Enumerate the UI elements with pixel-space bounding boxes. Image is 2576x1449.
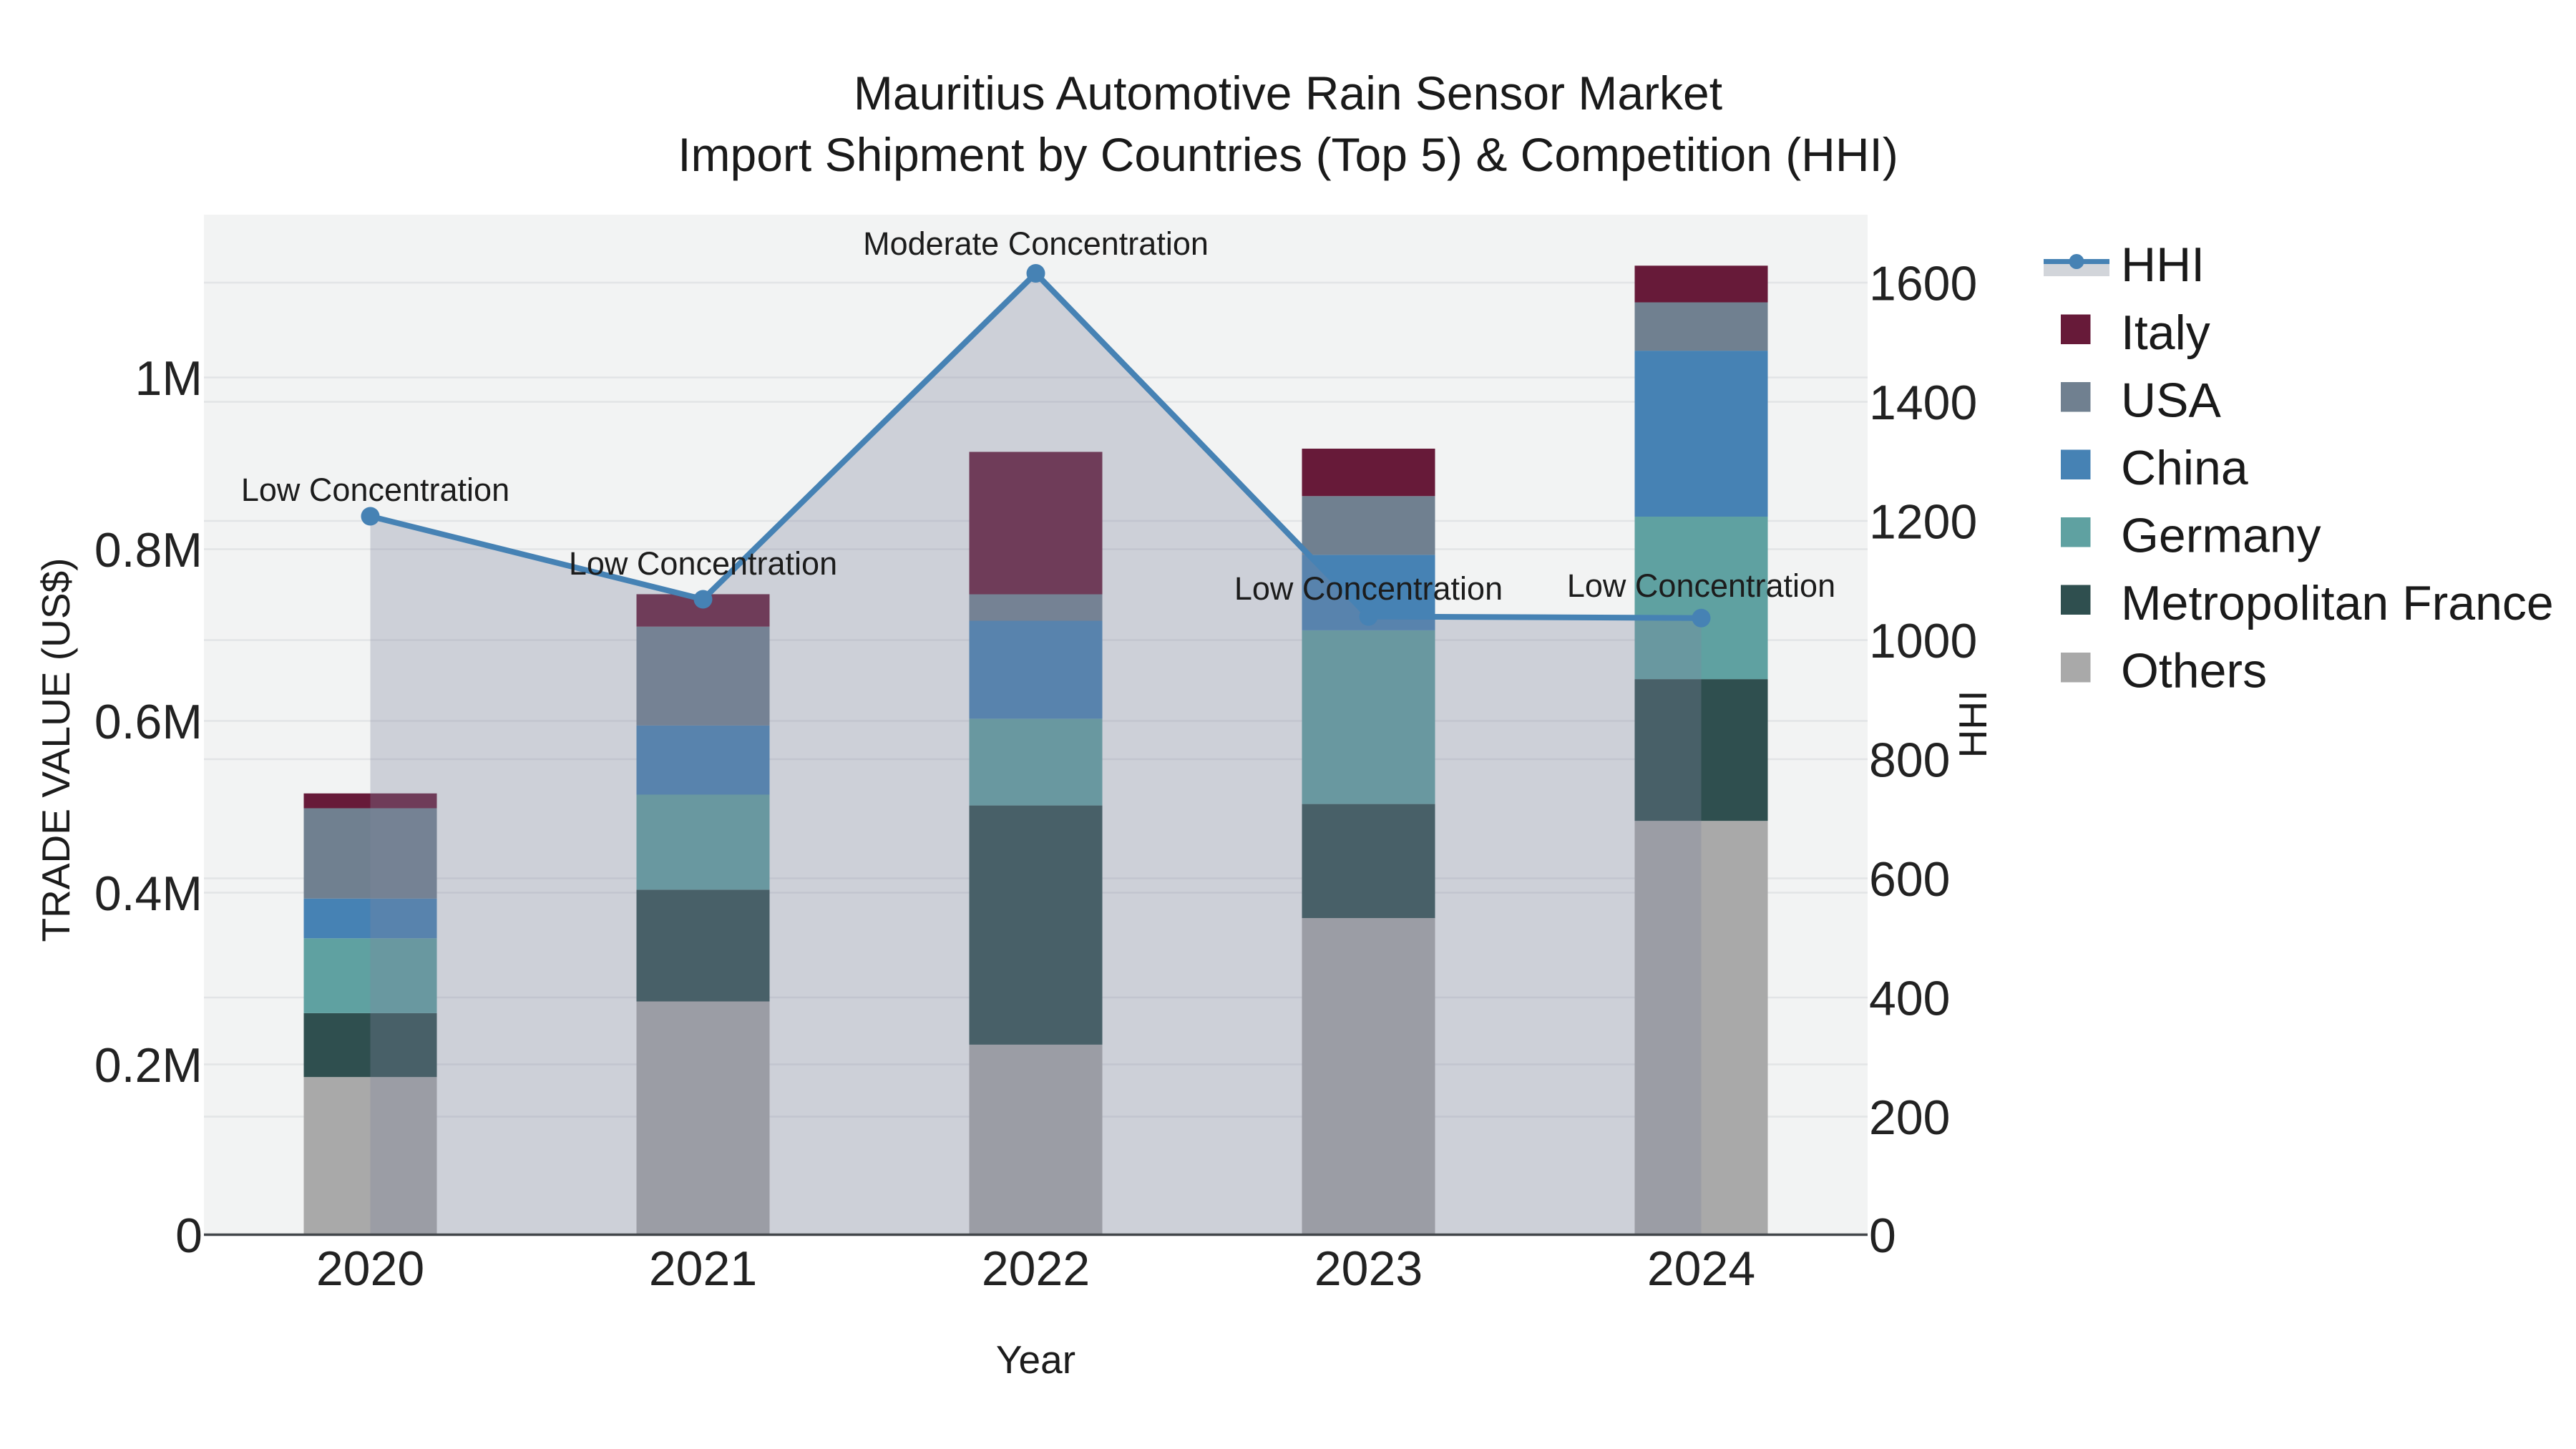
svg-text:0: 0 xyxy=(175,1209,203,1263)
svg-text:Import Shipment by Countries (: Import Shipment by Countries (Top 5) & C… xyxy=(678,128,1898,181)
svg-text:400: 400 xyxy=(1869,972,1950,1026)
svg-text:Low Concentration: Low Concentration xyxy=(1234,570,1503,607)
svg-text:200: 200 xyxy=(1869,1091,1950,1145)
svg-text:0.8M: 0.8M xyxy=(94,523,203,577)
svg-text:0.6M: 0.6M xyxy=(94,695,203,749)
svg-text:Year: Year xyxy=(996,1337,1075,1382)
svg-text:1000: 1000 xyxy=(1869,614,1977,668)
svg-text:0.4M: 0.4M xyxy=(94,867,203,921)
svg-text:1M: 1M xyxy=(135,351,203,406)
svg-text:2023: 2023 xyxy=(1314,1241,1423,1296)
svg-text:Germany: Germany xyxy=(2121,509,2321,563)
svg-text:Low Concentration: Low Concentration xyxy=(569,545,837,582)
svg-text:China: China xyxy=(2121,441,2248,495)
svg-text:1400: 1400 xyxy=(1869,376,1977,430)
svg-text:2022: 2022 xyxy=(982,1241,1090,1296)
svg-text:TRADE VALUE (US$): TRADE VALUE (US$) xyxy=(34,558,78,942)
svg-text:USA: USA xyxy=(2121,374,2221,428)
svg-text:0: 0 xyxy=(1869,1209,1896,1263)
svg-text:Metropolitan France: Metropolitan France xyxy=(2121,576,2554,630)
svg-text:Low Concentration: Low Concentration xyxy=(241,472,509,508)
svg-text:0.2M: 0.2M xyxy=(94,1038,203,1093)
svg-text:2020: 2020 xyxy=(316,1241,424,1296)
svg-text:800: 800 xyxy=(1869,733,1950,788)
svg-text:Moderate Concentration: Moderate Concentration xyxy=(863,225,1209,262)
svg-text:2024: 2024 xyxy=(1647,1241,1755,1296)
svg-text:HHI: HHI xyxy=(1951,691,1995,758)
svg-text:Low Concentration: Low Concentration xyxy=(1567,567,1835,604)
svg-text:Mauritius Automotive Rain Sens: Mauritius Automotive Rain Sensor Market xyxy=(854,67,1722,119)
svg-text:2021: 2021 xyxy=(649,1241,757,1296)
svg-text:600: 600 xyxy=(1869,852,1950,907)
svg-text:Italy: Italy xyxy=(2121,306,2210,360)
svg-text:1600: 1600 xyxy=(1869,257,1977,311)
svg-text:Others: Others xyxy=(2121,644,2267,698)
svg-text:1200: 1200 xyxy=(1869,495,1977,550)
svg-text:HHI: HHI xyxy=(2121,238,2205,292)
